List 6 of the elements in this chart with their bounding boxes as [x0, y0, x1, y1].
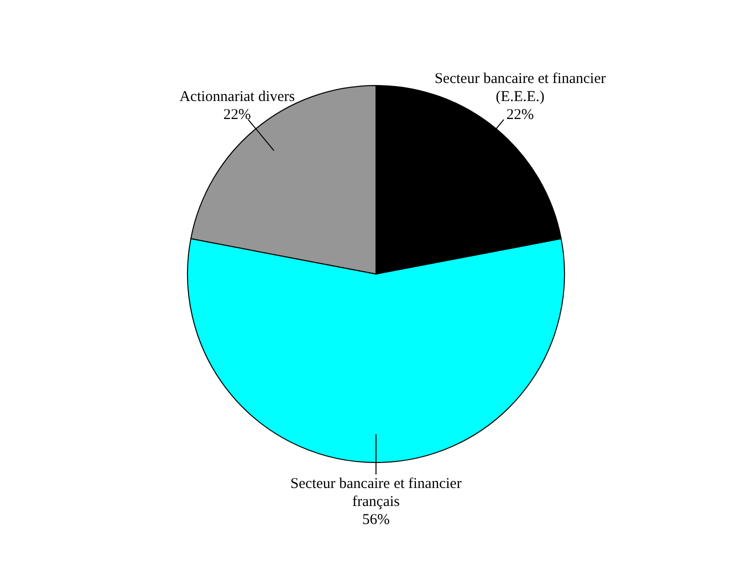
slice-label: Actionnariat divers: [179, 88, 296, 105]
data-label: 22%: [506, 106, 534, 123]
data-label: 22%: [223, 106, 251, 123]
slice-label: Secteur bancaire et financier français: [290, 476, 462, 510]
slice-label: Secteur bancaire et financier (E.E.E.): [434, 70, 606, 105]
data-label: 56%: [362, 512, 390, 528]
